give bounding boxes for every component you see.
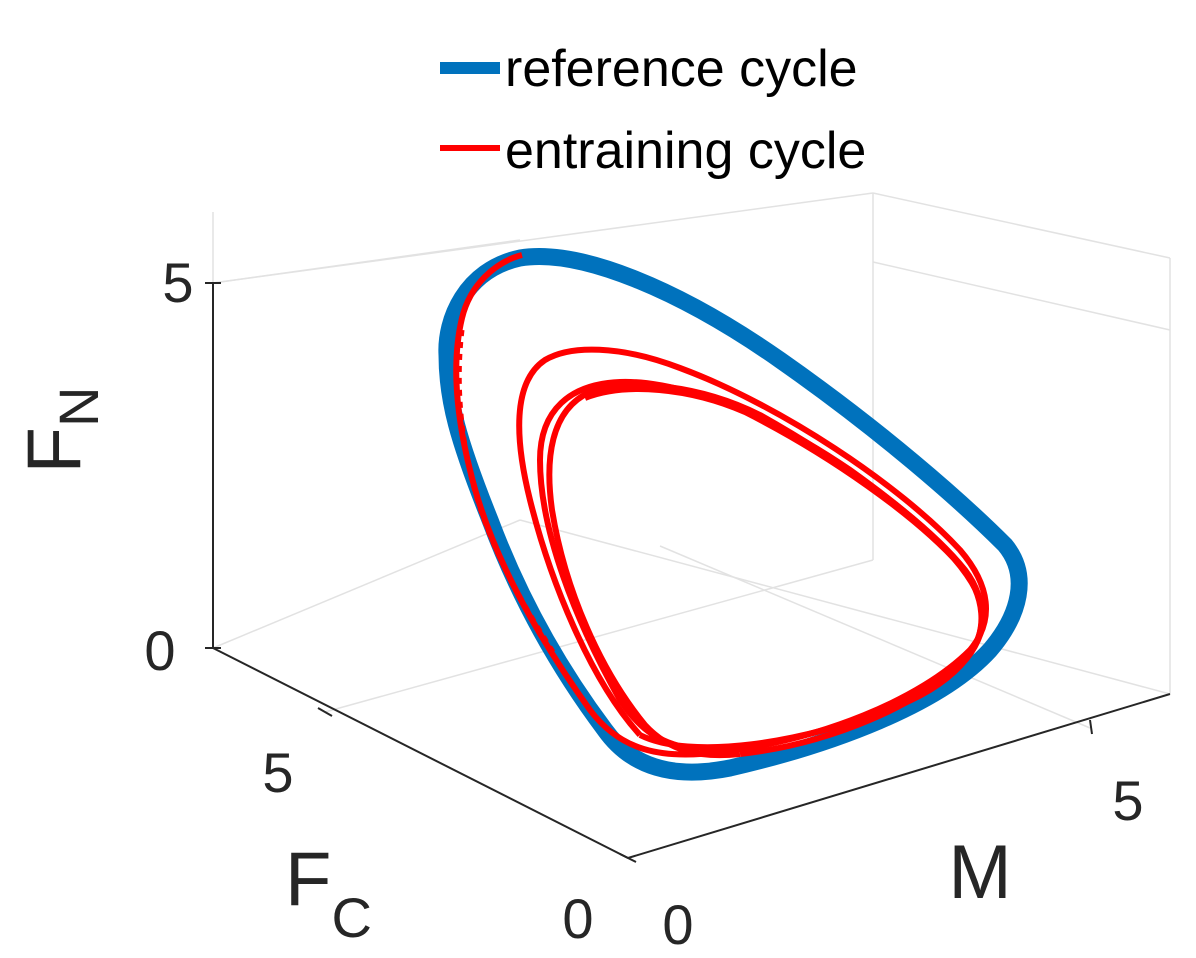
- z-axis-label-sub: N: [47, 387, 110, 427]
- legend-label-entraining: entraining cycle: [505, 122, 866, 180]
- fc-axis-label-main: F: [285, 837, 331, 922]
- entraining-cycle-loop-4: [583, 386, 985, 757]
- m-tick-5: [1089, 719, 1093, 735]
- fc-axis-line: [212, 647, 629, 859]
- grid-z5-right: [872, 261, 1171, 331]
- z-tick-label-0: 0: [144, 619, 175, 682]
- grid-floor-back-left: [212, 519, 521, 649]
- grid-z5-left: [212, 239, 521, 284]
- fc-axis-label-sub: C: [331, 886, 371, 949]
- grid-top-right: [872, 192, 1171, 259]
- z-axis-label-main: F: [12, 427, 97, 473]
- z-axis-label: FN: [12, 387, 110, 474]
- fc-axis-label: FC: [285, 837, 372, 949]
- m-axis-label: M: [948, 830, 1011, 915]
- z-tick-label-5: 5: [162, 251, 193, 314]
- grid-floor-back-right: [519, 519, 1171, 695]
- legend-label-reference: reference cycle: [505, 40, 858, 98]
- fc-tick-label-5: 5: [262, 741, 293, 804]
- fc-tick-5: [317, 707, 333, 717]
- grid-floor-m5: [659, 545, 1091, 729]
- fc-tick-label-0: 0: [562, 887, 593, 950]
- m-tick-label-5: 5: [1112, 769, 1143, 832]
- axis-labels: FN FC M: [12, 387, 1012, 949]
- series-entraining-cycle: [453, 252, 989, 759]
- tick-labels: 5 0 5 0 0 5: [144, 251, 1143, 956]
- fc-tick-0: [619, 853, 637, 863]
- m-axis-line: [627, 693, 1171, 859]
- grid-floor-fc5: [324, 559, 874, 713]
- legend: reference cycle entraining cycle: [440, 40, 866, 180]
- m-tick-label-0: 0: [662, 893, 693, 956]
- axis-lines: [205, 282, 1171, 863]
- grid-lines: [212, 192, 1171, 729]
- svg-text:FN: FN: [12, 387, 110, 474]
- entraining-cycle-dashed-segment: [456, 329, 558, 657]
